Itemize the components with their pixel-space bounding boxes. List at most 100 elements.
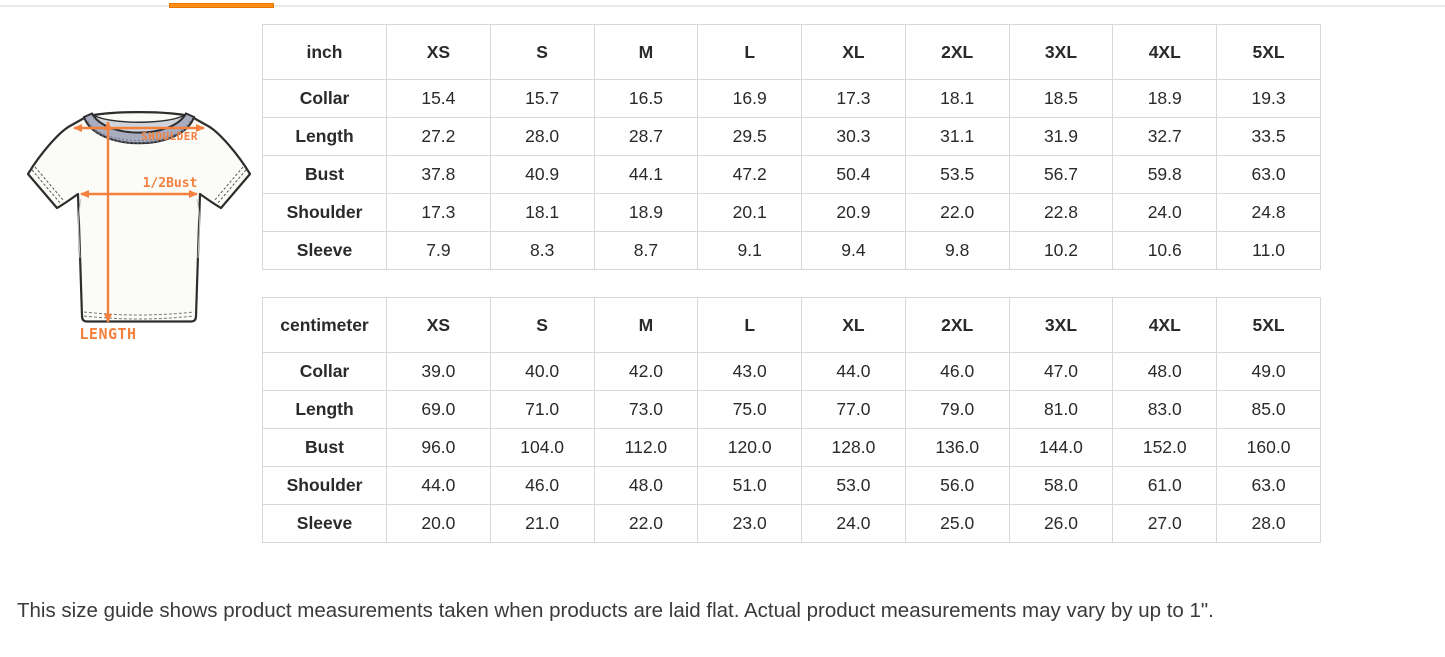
measurement-value-cell: 152.0 xyxy=(1112,428,1218,467)
measurement-value-cell: 9.8 xyxy=(904,231,1010,270)
measurement-value-cell: 32.7 xyxy=(1112,117,1218,156)
measurement-row: Length 69.0 71.0 73.0 75.0 77.0 79.0 81.0 83.0 85… xyxy=(262,390,1321,429)
measurement-row: Sleeve 7.9 8.3 8.7 9.1 9.4 9.8 10.2 10.6 11.0 xyxy=(262,231,1321,270)
measurement-value-cell: 56.0 xyxy=(904,466,1010,505)
measurement-value-cell: 31.1 xyxy=(904,117,1010,156)
measurement-value-cell: 136.0 xyxy=(904,428,1010,467)
size-table-centimeter: centimeter XS S M L XL 2XL 3XL 4XL 5XL Collar 39.0… xyxy=(262,297,1321,543)
measurement-value-cell: 10.2 xyxy=(1008,231,1114,270)
size-table-inch: inch XS S M L XL 2XL 3XL 4XL 5XL Collar 15.4 15.7 16… xyxy=(262,24,1321,270)
measurement-value-cell: 42.0 xyxy=(593,352,699,391)
measurement-value-cell: 63.0 xyxy=(1216,155,1321,194)
measurement-arrows xyxy=(73,121,205,323)
hem-stitching xyxy=(83,311,195,320)
measurement-value-cell: 75.0 xyxy=(697,390,803,429)
measurement-value-cell: 24.0 xyxy=(801,504,906,543)
measurement-value-cell: 77.0 xyxy=(801,390,906,429)
size-header-cell: XL xyxy=(801,297,906,353)
half-bust-label: 1/2Bust xyxy=(143,176,198,191)
measurement-row: Bust 96.0 104.0 112.0 120.0 128.0 136.0 144.0 15… xyxy=(262,428,1321,467)
measurement-value-cell: 25.0 xyxy=(904,504,1010,543)
measurement-value-cell: 39.0 xyxy=(386,352,491,391)
measurement-value-cell: 22.8 xyxy=(1008,193,1114,232)
measurement-value-cell: 7.9 xyxy=(386,231,491,270)
measurement-row: Collar 39.0 40.0 42.0 43.0 44.0 46.0 47.0 48.0 49… xyxy=(262,352,1321,391)
measurement-value-cell: 47.0 xyxy=(1008,352,1114,391)
drape-lines xyxy=(78,198,200,259)
measurement-value-cell: 48.0 xyxy=(593,466,699,505)
measurement-row: Length 27.2 28.0 28.7 29.5 30.3 31.1 31.9 32.7 33… xyxy=(262,117,1321,156)
measurement-value-cell: 73.0 xyxy=(593,390,699,429)
tshirt-body xyxy=(26,111,252,323)
measurement-row: Sleeve 20.0 21.0 22.0 23.0 24.0 25.0 26.0 27.0 28… xyxy=(262,504,1321,543)
measurement-value-cell: 16.9 xyxy=(697,79,803,118)
measurement-value-cell: 22.0 xyxy=(593,504,699,543)
measurement-value-cell: 96.0 xyxy=(386,428,491,467)
active-tab-indicator[interactable] xyxy=(169,3,274,8)
size-header-cell: M xyxy=(593,297,699,353)
measurement-value-cell: 48.0 xyxy=(1112,352,1218,391)
unit-header-cell: inch xyxy=(262,24,387,80)
measurement-value-cell: 18.9 xyxy=(1112,79,1218,118)
measurement-value-cell: 24.0 xyxy=(1112,193,1218,232)
measurement-value-cell: 19.3 xyxy=(1216,79,1321,118)
measurement-value-cell: 20.1 xyxy=(697,193,803,232)
measurement-value-cell: 56.7 xyxy=(1008,155,1114,194)
measurement-row: Shoulder 17.3 18.1 18.9 20.1 20.9 22.0 22.8 24.0… xyxy=(262,193,1321,232)
measurement-value-cell: 33.5 xyxy=(1216,117,1321,156)
header-row: inch XS S M L XL 2XL 3XL 4XL 5XL xyxy=(262,24,1321,80)
measurement-value-cell: 23.0 xyxy=(697,504,803,543)
size-header-cell: L xyxy=(697,297,803,353)
measurement-value-cell: 46.0 xyxy=(489,466,595,505)
measurement-label-cell: Collar xyxy=(262,79,387,118)
measurement-value-cell: 160.0 xyxy=(1216,428,1321,467)
measurement-value-cell: 11.0 xyxy=(1216,231,1321,270)
measurement-row: Bust 37.8 40.9 44.1 47.2 50.4 53.5 56.7 59.8 63.0 xyxy=(262,155,1321,194)
measurement-value-cell: 18.9 xyxy=(593,193,699,232)
measurement-value-cell: 17.3 xyxy=(801,79,906,118)
header-row: centimeter XS S M L XL 2XL 3XL 4XL 5XL xyxy=(262,297,1321,353)
measurement-value-cell: 17.3 xyxy=(386,193,491,232)
measurement-label-cell: Bust xyxy=(262,155,387,194)
measurement-value-cell: 40.0 xyxy=(489,352,595,391)
measurement-value-cell: 53.0 xyxy=(801,466,906,505)
size-header-cell: S xyxy=(489,24,595,80)
measurement-value-cell: 47.2 xyxy=(697,155,803,194)
measurement-label-cell: Collar xyxy=(262,352,387,391)
measurement-value-cell: 49.0 xyxy=(1216,352,1321,391)
measurement-label-cell: Bust xyxy=(262,428,387,467)
measurement-label-cell: Length xyxy=(262,390,387,429)
measurement-value-cell: 43.0 xyxy=(697,352,803,391)
measurement-label-cell: Length xyxy=(262,117,387,156)
measurement-label-cell: Shoulder xyxy=(262,466,387,505)
measurement-value-cell: 112.0 xyxy=(593,428,699,467)
unit-header-cell: centimeter xyxy=(262,297,387,353)
measurement-value-cell: 120.0 xyxy=(697,428,803,467)
size-header-cell: XL xyxy=(801,24,906,80)
measurement-value-cell: 53.5 xyxy=(904,155,1010,194)
measurement-value-cell: 10.6 xyxy=(1112,231,1218,270)
measurement-value-cell: 63.0 xyxy=(1216,466,1321,505)
size-header-cell: 4XL xyxy=(1112,297,1218,353)
cuff-stitching xyxy=(31,166,247,205)
measurement-value-cell: 8.3 xyxy=(489,231,595,270)
size-header-cell: 2XL xyxy=(904,24,1010,80)
size-header-cell: 2XL xyxy=(904,297,1010,353)
shoulder-label: SHOULDER xyxy=(141,130,198,143)
measurement-value-cell: 104.0 xyxy=(489,428,595,467)
measurement-value-cell: 18.1 xyxy=(489,193,595,232)
measurement-value-cell: 30.3 xyxy=(801,117,906,156)
measurement-value-cell: 85.0 xyxy=(1216,390,1321,429)
measurement-value-cell: 44.1 xyxy=(593,155,699,194)
measurement-value-cell: 40.9 xyxy=(489,155,595,194)
size-header-cell: M xyxy=(593,24,699,80)
measurement-value-cell: 16.5 xyxy=(593,79,699,118)
measurement-value-cell: 79.0 xyxy=(904,390,1010,429)
measurement-value-cell: 18.1 xyxy=(904,79,1010,118)
measurement-value-cell: 61.0 xyxy=(1112,466,1218,505)
measurement-value-cell: 20.0 xyxy=(386,504,491,543)
measurement-value-cell: 8.7 xyxy=(593,231,699,270)
measurement-value-cell: 22.0 xyxy=(904,193,1010,232)
measurement-value-cell: 9.1 xyxy=(697,231,803,270)
tshirt-illustration: SHOULDER 1/2Bust LENGTH xyxy=(26,111,252,343)
